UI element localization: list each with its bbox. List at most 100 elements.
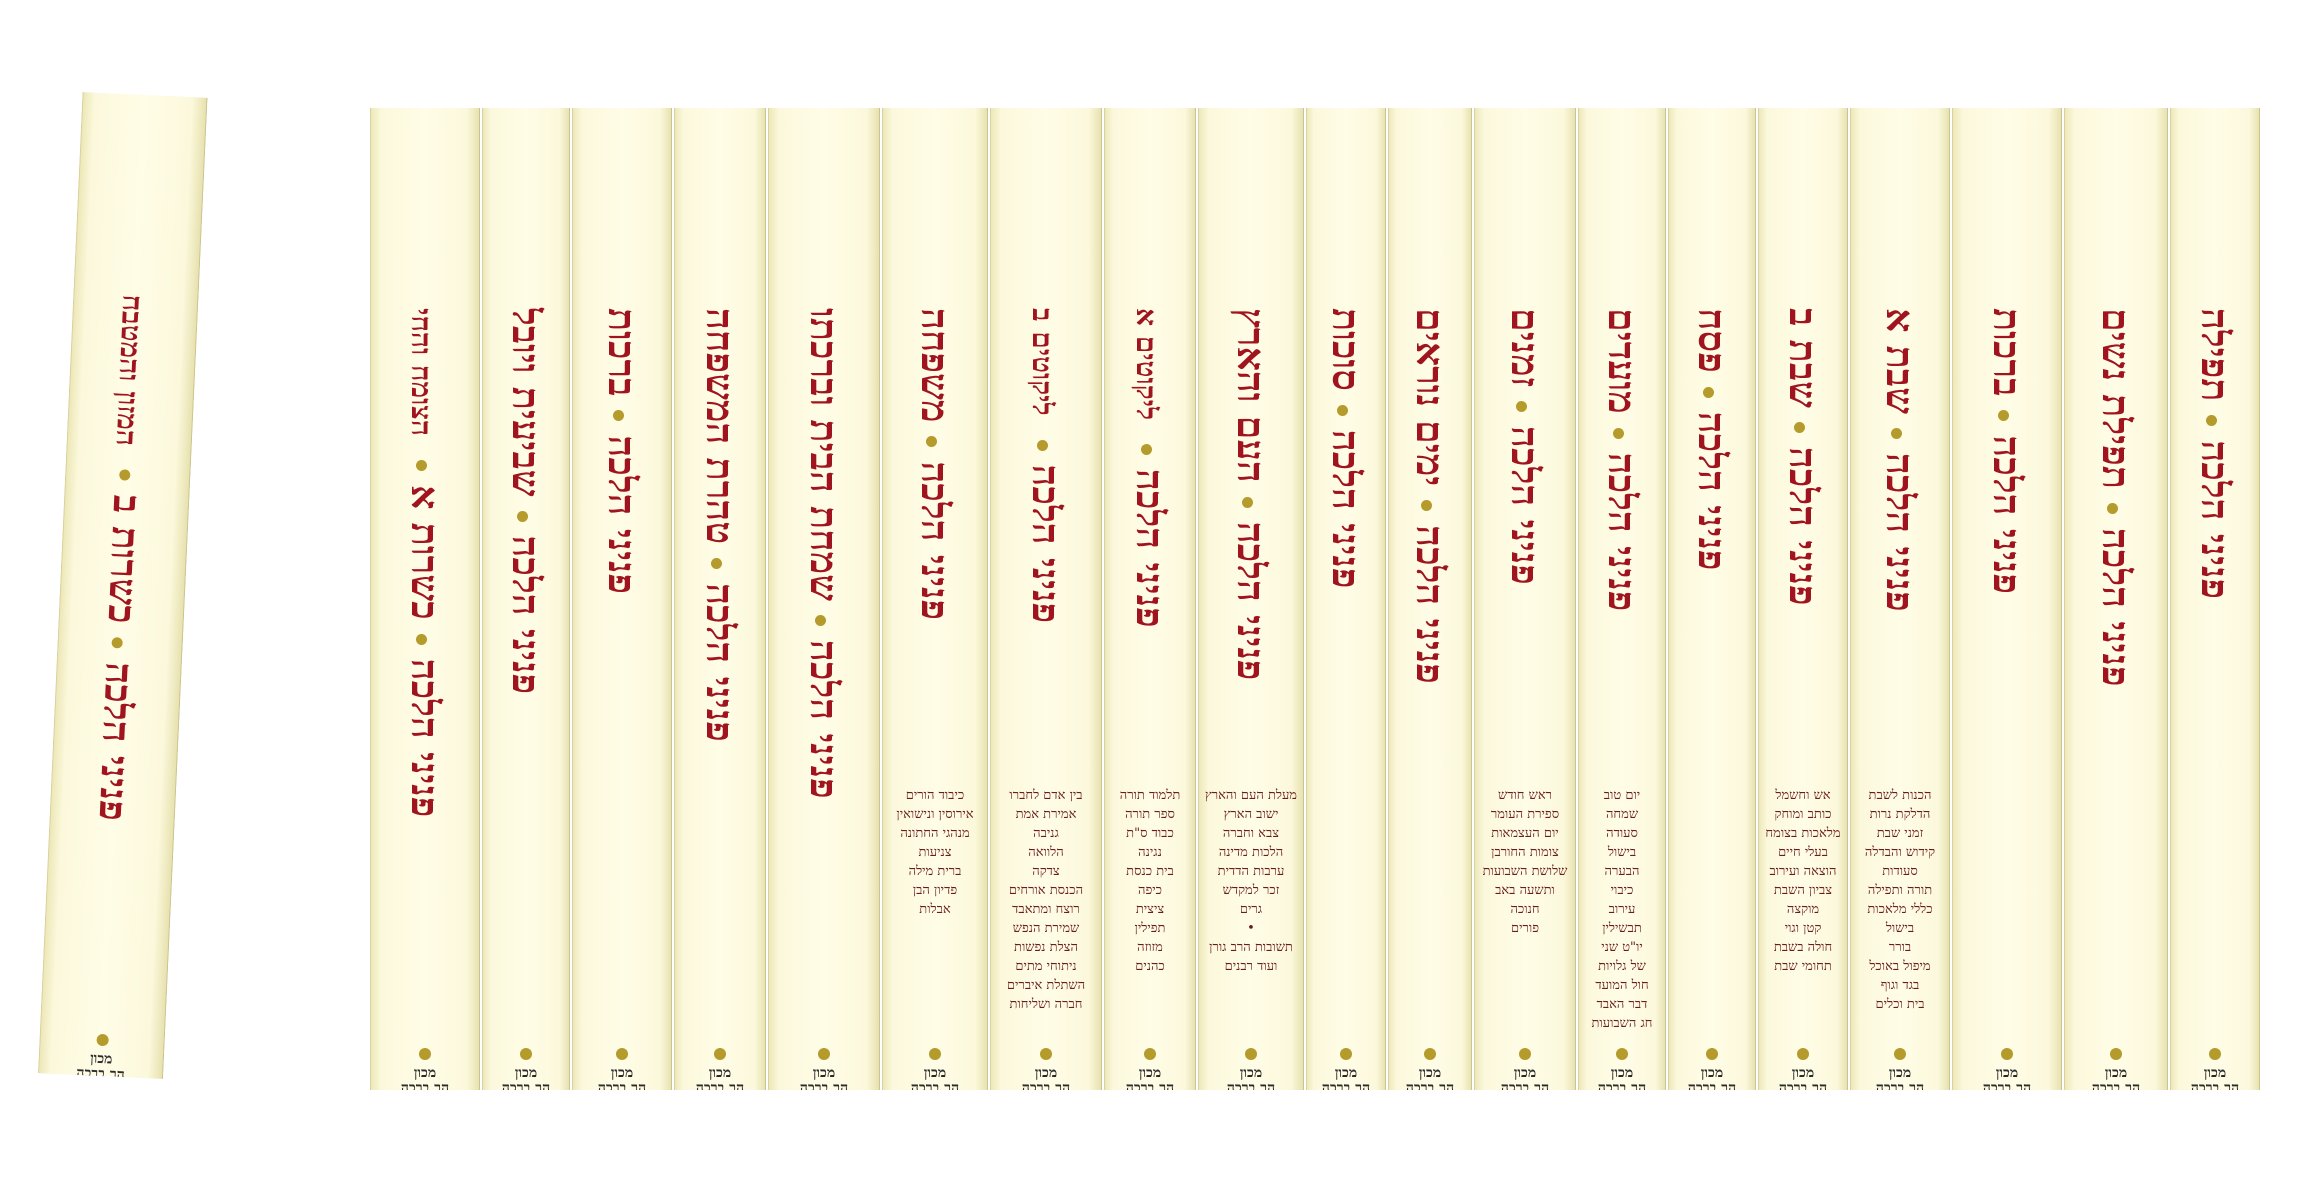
publisher-label: מכון הר ברכה [370, 1066, 480, 1091]
gold-dot-icon [1516, 401, 1527, 413]
series-name: פניני הלכה [600, 435, 645, 595]
book-title: תפילה [2193, 308, 2238, 402]
publisher-line: מכון [1418, 1065, 1442, 1081]
contents-list: תלמוד תורה ספר תורה כבוד ס"ת נגינה בית כנסת כ… [1108, 786, 1192, 976]
publisher-line: הר ברכה [910, 1080, 960, 1091]
book-title: שבת א [1878, 308, 1923, 415]
contents-line: תפילין [1134, 921, 1166, 936]
leaning-book: פניני הלכה כשרות ב המזון והמטבח מכון הר ברכה [38, 92, 208, 1079]
gold-dot-icon [1340, 1048, 1352, 1060]
publisher-line: מכון [610, 1065, 634, 1081]
publisher-line: מכון [514, 1065, 538, 1081]
contents-line: כיבוד הורים [905, 788, 965, 803]
contents-line: ספירת העומר [1490, 807, 1560, 822]
book-title: כשרות ב [99, 494, 150, 625]
gold-dot-icon [815, 615, 826, 627]
gold-dot-icon [1797, 1048, 1809, 1060]
contents-line: קטן וגוי [1784, 921, 1822, 936]
gold-dot-icon [1706, 1048, 1718, 1060]
contents-list: מעלת העם והארץ ישוב הארץ צבא וחברה הלכות מד… [1202, 786, 1300, 976]
contents-line: שמחה [1605, 807, 1639, 822]
contents-line: צביון השבת [1773, 883, 1833, 898]
gold-dot-icon [2110, 1048, 2122, 1060]
book-title: שמחת הבית וברכתו [802, 308, 847, 602]
publisher-label: מכון הר ברכה [1198, 1065, 1304, 1091]
contents-line: כללי מלאכות [1867, 902, 1933, 917]
contents-line: ציצית [1135, 902, 1165, 917]
contents-line: דבר האבד [1596, 997, 1648, 1012]
gold-dot-icon [1891, 428, 1902, 440]
publisher-line: הר ברכה [501, 1080, 551, 1091]
publisher-label: מכון הר ברכה [1952, 1066, 2062, 1091]
spine-title: פניני הלכה ברכות [1985, 308, 2030, 594]
contents-line: הלוואה [1028, 845, 1064, 860]
contents-line: בית וכלים [1875, 997, 1925, 1012]
publisher-line: הר ברכה [1021, 1080, 1071, 1091]
spine-title: פניני הלכה טהרת המשפחה [698, 308, 743, 742]
series-name: פניני הלכה [1878, 453, 1923, 612]
publisher-line: מכון [1888, 1065, 1912, 1081]
contents-line: הכנסת אורחים [1008, 883, 1084, 898]
contents-line: חנוכה [1510, 902, 1540, 917]
contents-line: סעודה [1606, 826, 1638, 841]
gold-dot-icon [1894, 1048, 1906, 1060]
contents-line: רוצח ומתאבד [1012, 902, 1080, 917]
publisher-line: הר ברכה [1687, 1080, 1737, 1091]
gold-dot-icon [1519, 1048, 1531, 1060]
book-title: שביעית ויובל [504, 308, 549, 497]
publisher-line: הר ברכה [695, 1080, 745, 1091]
contents-line: זמני שבת [1876, 826, 1924, 841]
gold-dot-icon [1144, 1048, 1156, 1060]
publisher-label: מכון הר ברכה [1850, 1065, 1950, 1091]
contents-line: הכנות לשבת [1868, 788, 1932, 803]
contents-line: אמירת אמת [1015, 807, 1077, 822]
contents-line: של גלויות [1598, 959, 1646, 974]
publisher-label: מכון הר ברכה [2170, 1066, 2260, 1091]
publisher-line: מכון [1334, 1065, 1358, 1081]
publisher-line: הר ברכה [1321, 1080, 1371, 1091]
book-title: ימים נוראים [1408, 308, 1453, 487]
book-spine: פניני הלכה משפחה כיבוד הורים אירוסין ונישוא… [882, 108, 988, 1090]
contents-line: הצלת נפשות [1014, 940, 1078, 955]
contents-line: כותב ומוחק [1774, 807, 1832, 822]
contents-line: שלושת השבועות [1482, 864, 1568, 879]
gold-dot-icon [1242, 496, 1253, 508]
contents-line: צניעות [918, 845, 952, 860]
gold-dot-icon [520, 1048, 532, 1060]
publisher-line: מכון [1239, 1065, 1263, 1081]
gold-dot-icon [613, 410, 624, 422]
gold-dot-icon [818, 1048, 830, 1060]
book-title: תפילת נשים [2094, 308, 2139, 489]
contents-line: ברית מילה [908, 864, 962, 879]
contents-line: ישוב הארץ [1223, 807, 1279, 822]
publisher-line: מכון [1513, 1065, 1537, 1081]
gold-dot-icon [416, 633, 427, 645]
contents-line: בישול [1885, 921, 1915, 936]
publisher-label: מכון הר ברכה [482, 1065, 570, 1091]
contents-line: יום טוב [1603, 788, 1641, 803]
spine-title: פניני הלכה שמחת הבית וברכתו [802, 308, 847, 799]
contents-line: הדלקת נרות [1869, 807, 1931, 822]
gold-dot-icon [1040, 1048, 1052, 1060]
book-spine: פניני הלכה סוכות מכון הר ברכה [1306, 108, 1386, 1090]
publisher-line: הר ברכה [1500, 1080, 1550, 1091]
contents-line: כיבוי [1610, 883, 1634, 898]
book-spine: פניני הלכה ליקוטים ב בין אדם לחברו אמירת אמ… [990, 108, 1102, 1090]
contents-line: פדיון הבן [912, 883, 958, 898]
contents-line: בית כנסת [1126, 864, 1174, 879]
gold-dot-icon [616, 1048, 628, 1060]
series-name: פניני הלכה [1229, 521, 1274, 681]
spine-title: פניני הלכה מועדים [1600, 308, 1645, 611]
publisher-label: מכון הר ברכה [1578, 1066, 1666, 1091]
publisher-line: הר ברכה [1982, 1080, 2032, 1091]
publisher-line: מכון [1700, 1065, 1724, 1081]
publisher-label: מכון הר ברכה [768, 1066, 880, 1091]
spine-title: פניני הלכה ברכות [600, 308, 645, 594]
book-topic: הצומח והחי [405, 308, 438, 437]
publisher-line: הר ברכה [799, 1080, 849, 1091]
publisher-line: הר ברכה [400, 1080, 450, 1091]
gold-dot-icon [118, 469, 131, 482]
contents-line: כהנים [1135, 959, 1165, 974]
contents-line: ערבות הדדית [1217, 864, 1285, 879]
publisher-line: הר ברכה [2091, 1080, 2141, 1091]
